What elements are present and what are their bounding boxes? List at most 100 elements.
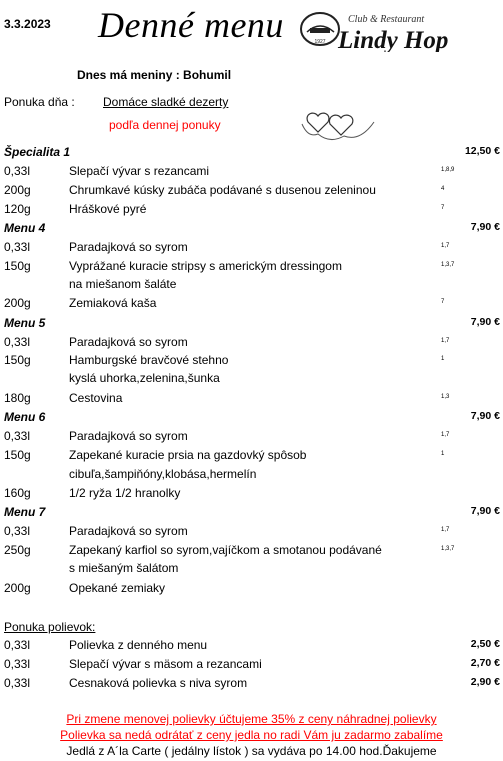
- menu-item-row: s miešaným šalátom: [0, 561, 503, 579]
- offer-value: Domáce sladké dezerty: [103, 95, 229, 109]
- item-allergens: 1: [441, 451, 445, 457]
- item-quantity: 0,33l: [4, 676, 31, 690]
- item-allergens: 1,7: [441, 338, 450, 344]
- item-name: Zapekaný karfiol so syrom,vajíčkom a smo…: [69, 543, 382, 557]
- item-name: Cesnaková polievka s niva syrom: [69, 676, 248, 690]
- restaurant-logo-icon: 1927 Club & Restaurant Lindy Hop: [300, 12, 448, 52]
- item-name: Opekané zemiaky: [69, 581, 166, 595]
- item-quantity: 200g: [4, 581, 31, 595]
- item-allergens: 1,7: [441, 432, 450, 438]
- name-day: Dnes má meniny : Bohumil: [77, 68, 232, 82]
- item-allergens: 1,7: [441, 527, 450, 533]
- menu-item-row: 0,33l Paradajková so syrom 1,7: [0, 429, 503, 447]
- section-title: Špecialita 1: [4, 145, 71, 159]
- section-price: 7,90 €: [470, 410, 500, 422]
- item-name: cibuľa,šampiňóny,klobása,hermelín: [69, 467, 257, 481]
- item-quantity: 0,33l: [4, 429, 31, 443]
- menu-item-row: 0,33l Cesnaková polievka s niva syrom 2,90…: [0, 676, 503, 694]
- item-name: Vyprážané kuracie stripsy s americkým dr…: [69, 259, 342, 273]
- offer-label: Ponuka dňa :: [4, 95, 75, 109]
- item-name: 1/2 ryža 1/2 hranolky: [69, 486, 181, 500]
- section-title: Ponuka polievok:: [4, 620, 96, 634]
- item-allergens: 1,3,7: [441, 262, 455, 268]
- item-name: Zemiaková kaša: [69, 296, 157, 310]
- item-allergens: 7: [441, 205, 445, 211]
- menu-item-row: cibuľa,šampiňóny,klobása,hermelín: [0, 467, 503, 485]
- item-name: Paradajková so syrom: [69, 524, 188, 538]
- item-quantity: 0,33l: [4, 240, 31, 254]
- menu-item-row: 200g Chrumkavé kúsky zubáča podávané s du…: [0, 183, 503, 201]
- menu-item-row: 0,33l Paradajková so syrom 1,7: [0, 335, 503, 353]
- section-price: 7,90 €: [470, 505, 500, 517]
- note-soup-change: Pri zmene menovej polievky účtujeme 35% …: [66, 712, 437, 726]
- item-quantity: 160g: [4, 486, 31, 500]
- item-quantity: 150g: [4, 448, 31, 462]
- hearts-doodle-icon: [301, 112, 375, 140]
- item-quantity: 150g: [4, 259, 31, 273]
- item-name: Cestovina: [69, 391, 123, 405]
- menu-section-row: Menu 6 7,90 €: [0, 410, 503, 428]
- menu-item-row: 200g Opekané zemiaky: [0, 581, 503, 599]
- item-quantity: 150g: [4, 353, 31, 367]
- item-allergens: 1: [441, 356, 445, 362]
- logo-year: 1927: [314, 39, 325, 45]
- item-name: na miešanom šaláte: [69, 277, 177, 291]
- item-name: Paradajková so syrom: [69, 240, 188, 254]
- item-name: Zapekané kuracie prsia na gazdovký spôso…: [69, 448, 307, 462]
- note-soup-packing: Polievka sa nedá odrátať z ceny jedla no…: [60, 728, 443, 742]
- page-title: Denné menu: [98, 5, 284, 45]
- menu-section-row: Menu 7 7,90 €: [0, 505, 503, 523]
- item-quantity: 200g: [4, 183, 31, 197]
- menu-item-row: 200g Zemiaková kaša 7: [0, 296, 503, 314]
- item-quantity: 0,33l: [4, 335, 31, 349]
- item-quantity: 250g: [4, 543, 31, 557]
- menu-item-row: 150g Hamburgské bravčové stehno 1: [0, 353, 503, 371]
- logo-small-text: Club & Restaurant: [348, 14, 424, 25]
- menu-item-row: 180g Cestovina 1,3: [0, 391, 503, 409]
- item-quantity: 0,33l: [4, 164, 31, 178]
- section-title: Menu 7: [4, 505, 46, 519]
- item-quantity: 0,33l: [4, 638, 31, 652]
- logo-main-text: Lindy Hop: [337, 27, 448, 52]
- item-quantity: 200g: [4, 296, 31, 310]
- menu-item-row: 0,33l Paradajková so syrom 1,7: [0, 524, 503, 542]
- item-allergens: 1,7: [441, 243, 450, 249]
- item-name: Chrumkavé kúsky zubáča podávané s duseno…: [69, 183, 376, 197]
- item-quantity: 0,33l: [4, 657, 31, 671]
- menu-item-row: 0,33l Slepačí vývar s rezancami 1,8,9: [0, 164, 503, 182]
- item-price: 2,70 €: [470, 657, 500, 669]
- item-allergens: 4: [441, 186, 445, 192]
- menu-section-row: Ponuka polievok:: [0, 620, 503, 638]
- menu-item-row: 160g 1/2 ryža 1/2 hranolky: [0, 486, 503, 504]
- item-quantity: 180g: [4, 391, 31, 405]
- item-name: Hamburgské bravčové stehno: [69, 353, 229, 367]
- item-name: kyslá uhorka,zelenina,šunka: [69, 371, 220, 385]
- menu-section-row: Menu 5 7,90 €: [0, 316, 503, 334]
- menu-item-row: kyslá uhorka,zelenina,šunka: [0, 371, 503, 389]
- section-price: 7,90 €: [470, 316, 500, 328]
- section-title: Menu 6: [4, 410, 46, 424]
- menu-section-row: Špecialita 1 12,50 €: [0, 145, 503, 163]
- section-price: 7,90 €: [470, 221, 500, 233]
- item-name: Slepačí vývar s mäsom a rezancami: [69, 657, 262, 671]
- item-name: Paradajková so syrom: [69, 335, 188, 349]
- menu-item-row: 0,33l Polievka z denného menu 2,50 €: [0, 638, 503, 656]
- menu-date: 3.3.2023: [4, 17, 51, 31]
- item-allergens: 1,3,7: [441, 546, 455, 552]
- menu-item-row: na miešanom šaláte: [0, 277, 503, 295]
- item-name: Slepačí vývar s rezancami: [69, 164, 210, 178]
- menu-section-row: Menu 4 7,90 €: [0, 221, 503, 239]
- menu-item-row: 0,33l Slepačí vývar s mäsom a rezancami 2,…: [0, 657, 503, 675]
- section-title: Menu 4: [4, 221, 46, 235]
- item-price: 2,90 €: [470, 676, 500, 688]
- item-price: 2,50 €: [470, 638, 500, 650]
- item-name: s miešaným šalátom: [69, 561, 179, 575]
- item-name: Paradajková so syrom: [69, 429, 188, 443]
- item-allergens: 1,3: [441, 394, 450, 400]
- menu-item-row: 150g Vyprážané kuracie stripsy s americký…: [0, 259, 503, 277]
- menu-item-row: 120g Hráškové pyré 7: [0, 202, 503, 220]
- item-allergens: 1,8,9: [441, 167, 455, 173]
- item-allergens: 7: [441, 299, 445, 305]
- menu-item-row: 250g Zapekaný karfiol so syrom,vajíčkom a…: [0, 543, 503, 561]
- note-a-la-carte: Jedlá z A´la Carte ( jedálny lístok ) sa…: [66, 744, 437, 758]
